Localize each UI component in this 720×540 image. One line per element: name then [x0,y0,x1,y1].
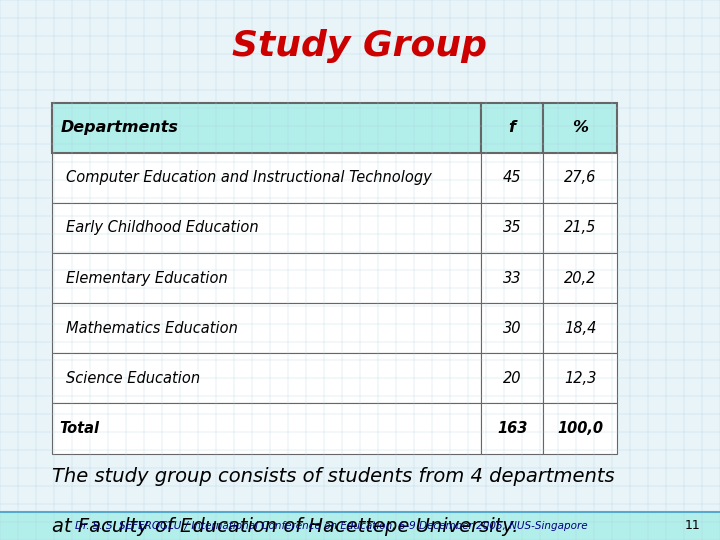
Text: 21,5: 21,5 [564,220,596,235]
Text: Mathematics Education: Mathematics Education [66,321,238,336]
Bar [52,353,481,403]
Bar [481,103,543,153]
Text: Departments: Departments [60,120,179,135]
Text: 100,0: 100,0 [557,421,603,436]
Bar [543,403,617,454]
Bar [52,103,481,153]
Bar [481,153,543,203]
Text: %: % [572,120,588,135]
Text: Elementary Education: Elementary Education [66,271,228,286]
Text: 27,6: 27,6 [564,170,596,185]
Bar [543,153,617,203]
Bar [543,203,617,253]
Text: Early Childhood Education: Early Childhood Education [66,220,259,235]
Text: 20,2: 20,2 [564,271,596,286]
Text: Study Group: Study Group [233,29,487,63]
Text: 33: 33 [503,271,521,286]
Bar [543,353,617,403]
Bar [52,153,481,203]
Text: Science Education: Science Education [66,371,200,386]
Bar [52,303,481,353]
Text: Total: Total [59,421,99,436]
Text: 11: 11 [685,519,701,532]
Bar [481,303,543,353]
Text: Computer Education and Instructional Technology: Computer Education and Instructional Tec… [66,170,432,185]
Text: The study group consists of students from 4 departments: The study group consists of students fro… [52,467,614,486]
Text: 30: 30 [503,321,521,336]
Text: at Faculty of Education of Hacettepe University.: at Faculty of Education of Hacettepe Uni… [52,517,518,536]
Text: 163: 163 [497,421,527,436]
Bar [543,253,617,303]
Text: 18,4: 18,4 [564,321,596,336]
Bar [52,253,481,303]
Text: 45: 45 [503,170,521,185]
Bar [543,303,617,353]
Text: 35: 35 [503,220,521,235]
Bar [52,203,481,253]
Text: f: f [508,120,516,135]
Text: 20: 20 [503,371,521,386]
Bar [0,512,720,540]
Bar [543,103,617,153]
Text: Dr. S. S. SEFEROGLU / International Conference on Education, 6-9 December 2005, : Dr. S. S. SEFEROGLU / International Conf… [75,521,588,531]
Bar [481,353,543,403]
Bar [481,203,543,253]
Text: 12,3: 12,3 [564,371,596,386]
Bar [481,253,543,303]
Bar [481,403,543,454]
Bar [52,403,481,454]
